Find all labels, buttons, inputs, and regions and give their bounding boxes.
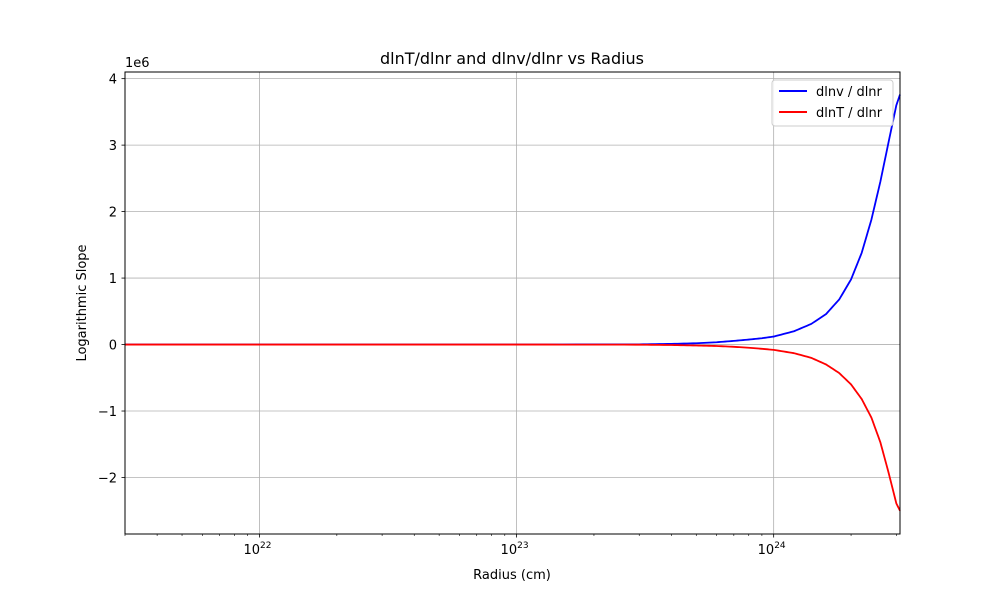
y-offset-label: 1e6: [125, 56, 150, 71]
y-tick-label: 3: [109, 139, 117, 154]
legend-label-dlnv: dlnv / dlnr: [816, 85, 883, 100]
y-tick-label: −2: [98, 471, 117, 486]
y-tick-label: 1: [109, 272, 117, 287]
plot-frame: [124, 71, 901, 535]
x-tick-label: 1024: [758, 541, 786, 558]
series-line-dlnT: [125, 343, 901, 512]
y-tick-label: 4: [109, 73, 117, 88]
x-axis-label: Radius (cm): [473, 568, 551, 583]
legend: dlnv / dlnr dlnT / dlnr: [771, 79, 894, 127]
x-tick-label: 1022: [243, 541, 271, 558]
legend-label-dlnT: dlnT / dlnr: [816, 106, 883, 121]
y-tick-label: −1: [98, 405, 117, 420]
x-tick-label: 1023: [501, 541, 529, 558]
y-tick-label: 2: [109, 206, 117, 221]
chart-title: dlnT/dlnr and dlnv/dlnr vs Radius: [380, 49, 644, 68]
y-axis-label: Logarithmic Slope: [75, 244, 90, 361]
y-tick-label: 0: [109, 339, 117, 354]
